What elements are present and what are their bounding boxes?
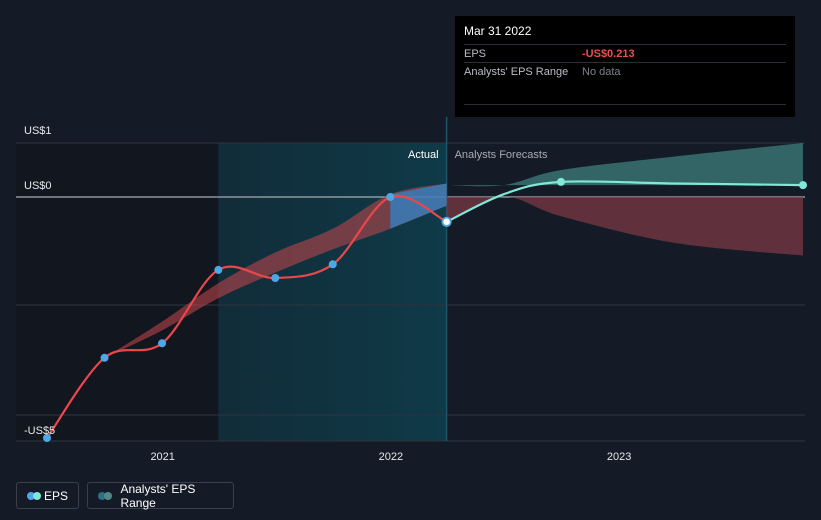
eps-line-forecast: [446, 180, 804, 223]
tooltip-date: Mar 31 2022: [464, 24, 532, 38]
legend-eps-label: EPS: [43, 488, 68, 503]
y-tick-label-0: US$1: [24, 125, 52, 137]
actual-eps-range-tail: [390, 183, 447, 229]
legend-range-label: Analysts' EPS Range: [120, 481, 196, 510]
eps-swatch-icon: [27, 491, 41, 500]
tooltip-range-label: Analysts' EPS Range: [464, 65, 569, 78]
range-swatch-icon: [98, 491, 112, 500]
highlight-band: [218, 143, 447, 441]
eps-point-actual-5: [328, 260, 337, 269]
tooltip-row-eps: EPS -US$0.213: [464, 44, 786, 62]
tooltip-divider: [464, 104, 786, 105]
tooltip-range-value: No data: [582, 65, 621, 78]
actual-section-label: Actual: [408, 149, 439, 161]
eps-point-actual-4: [271, 274, 280, 283]
tooltip: Mar 31 2022 EPS -US$0.213 Analysts' EPS …: [455, 16, 795, 117]
tooltip-eps-value: -US$0.213: [582, 47, 635, 60]
forecast-section-label: Analysts Forecasts: [455, 149, 548, 161]
eps-point-actual-2: [158, 339, 167, 348]
eps-point-actual-7: [441, 216, 452, 227]
legend-range-toggle[interactable]: Analysts' EPS Range: [87, 481, 234, 510]
x-tick-label-1: 2022: [379, 451, 403, 463]
forecast-range-upper: [446, 143, 803, 187]
eps-point-actual-0: [43, 434, 51, 442]
eps-point-actual-1: [100, 353, 109, 362]
x-tick-label-2: 2023: [607, 451, 631, 463]
tooltip-row-range: Analysts' EPS Range No data: [464, 62, 786, 80]
y-tick-label-1: US$0: [24, 180, 52, 192]
eps-point-actual-6: [386, 193, 395, 201]
eps-point-actual-3: [214, 265, 223, 274]
legend-eps-toggle[interactable]: EPS: [16, 482, 79, 509]
x-tick-label-0: 2021: [150, 451, 174, 463]
eps-point-forecast-2: [557, 177, 566, 186]
forecast-range-lower: [446, 196, 803, 256]
tooltip-eps-label: EPS: [464, 47, 487, 60]
past-shade: [16, 143, 219, 441]
eps-point-forecast-4: [799, 181, 807, 190]
y-tick-label-2: -US$5: [24, 425, 55, 437]
